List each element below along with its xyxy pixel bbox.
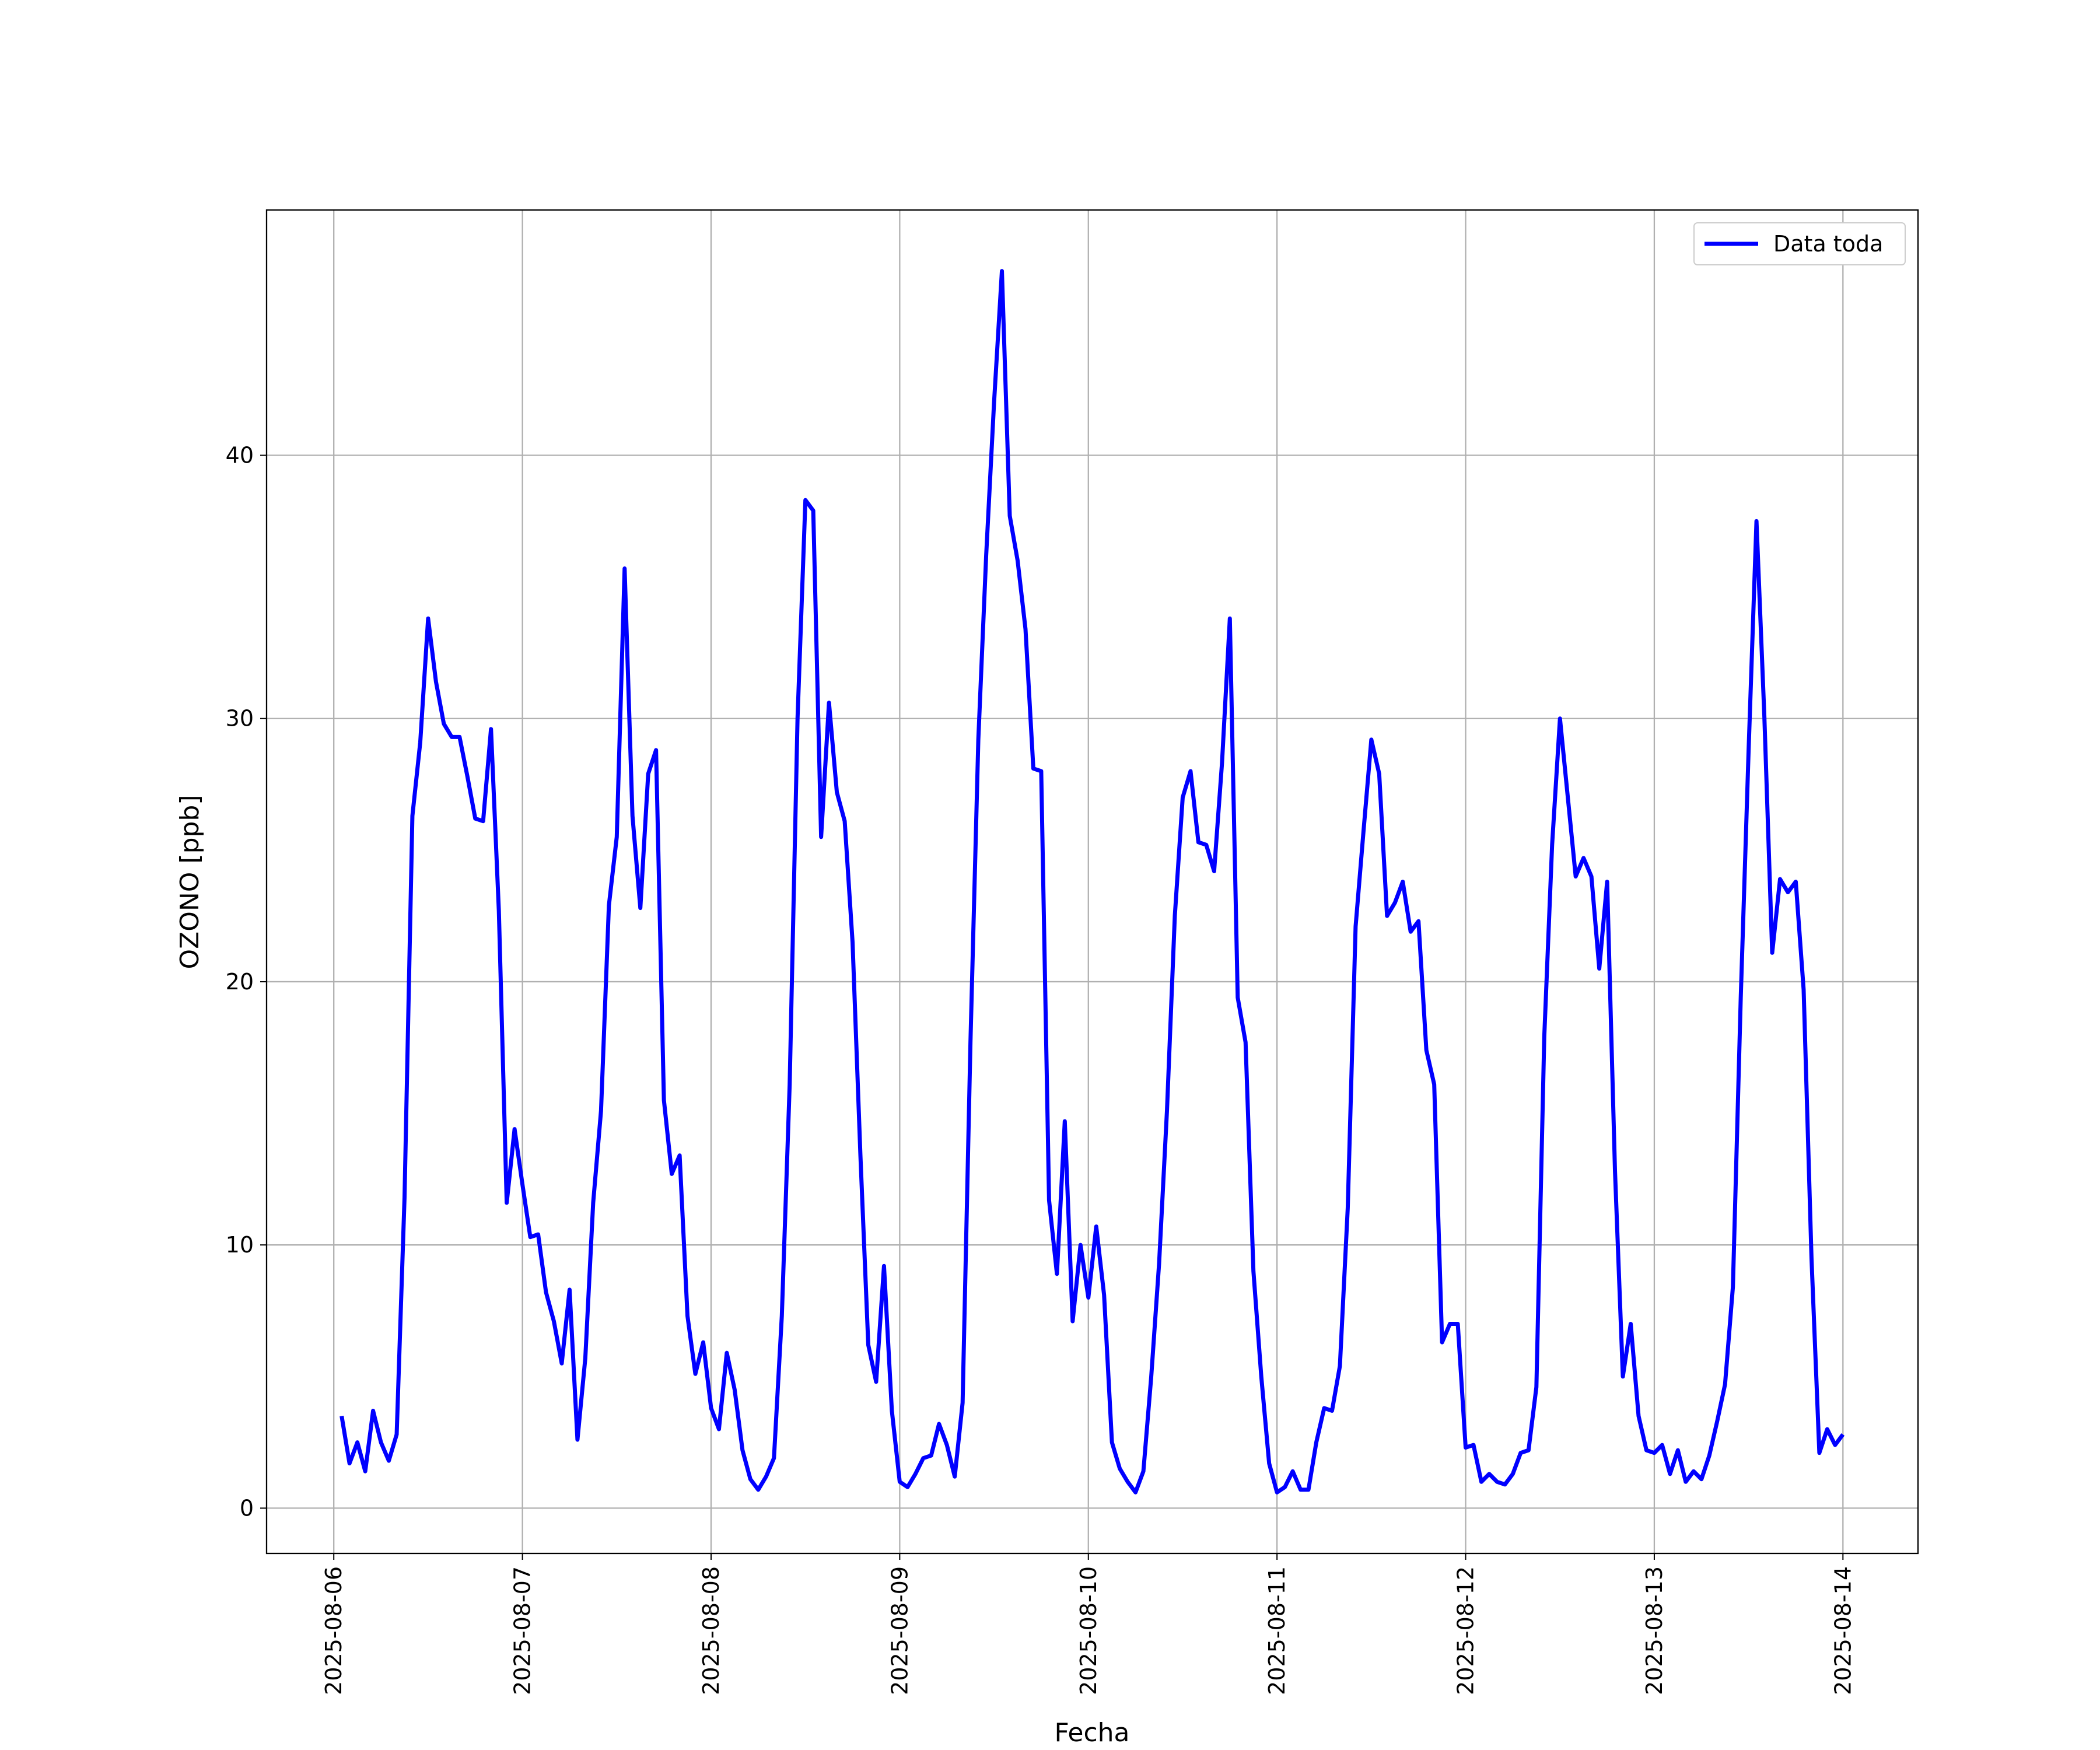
y-tick-label: 0 [240,1495,254,1521]
data-line [340,269,1845,1494]
legend-label: Data toda [1773,231,1883,257]
x-tick-label: 2025-08-06 [321,1566,346,1695]
plot-frame [265,209,1919,1555]
x-tick-label: 2025-08-13 [1642,1566,1667,1695]
x-axis-label: Fecha [1054,1718,1129,1748]
x-tick-label: 2025-08-07 [510,1566,536,1695]
y-tick-label: 10 [226,1232,254,1258]
x-tick-label: 2025-08-10 [1076,1566,1101,1695]
y-tick-label: 40 [226,443,254,468]
x-tick-label: 2025-08-12 [1453,1566,1479,1695]
y-tick-label: 20 [226,969,254,995]
x-tick-label: 2025-08-09 [887,1566,912,1695]
y-axis-label: OZONO [ppb] [175,794,205,969]
x-tick-label: 2025-08-14 [1830,1566,1856,1695]
x-tick-label: 2025-08-11 [1264,1566,1290,1695]
x-tick-label: 2025-08-08 [698,1566,724,1695]
legend-box [1693,222,1906,265]
y-tick-label: 30 [226,706,254,732]
